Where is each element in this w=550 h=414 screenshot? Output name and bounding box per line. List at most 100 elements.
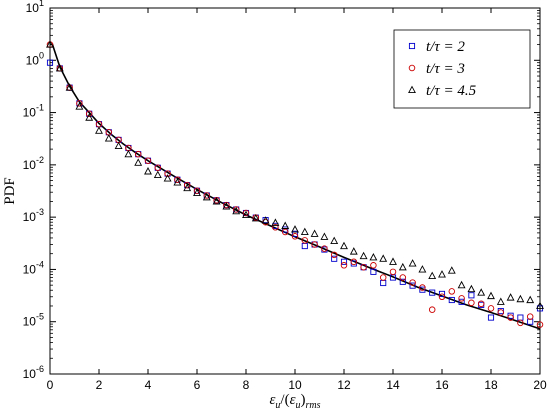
data-point-triangle — [418, 265, 427, 273]
y-axis-ticks: 10-6 10-5 10-4 10-3 10-2 10-1 100 101 — [23, 0, 540, 381]
data-point-circle — [517, 319, 524, 327]
data-point-triangle — [46, 40, 54, 48]
data-point-circle — [174, 176, 181, 183]
x-tick-label: 16 — [435, 378, 449, 392]
data-point-circle — [350, 258, 358, 266]
data-point-circle — [193, 187, 201, 194]
data-point-circle — [291, 233, 299, 240]
data-point-triangle — [104, 134, 113, 142]
x-tick-label: 8 — [243, 378, 250, 392]
data-point-triangle — [124, 149, 133, 158]
data-point-triangle — [467, 284, 476, 293]
data-point-triangle — [85, 113, 94, 121]
data-point-triangle — [95, 126, 103, 134]
data-point-circle — [409, 279, 416, 286]
data-point-circle — [487, 305, 495, 312]
data-point-triangle — [300, 227, 309, 236]
x-tick-label: 12 — [337, 378, 351, 392]
data-point-square — [458, 298, 465, 305]
data-point-square — [438, 290, 446, 297]
fit-line-layer — [50, 43, 541, 330]
data-point-triangle — [379, 254, 388, 262]
data-point-triangle — [134, 158, 143, 166]
data-point-triangle — [55, 64, 64, 72]
data-point-circle — [85, 110, 93, 117]
data-point-triangle — [428, 271, 437, 280]
data-point-circle — [134, 150, 142, 158]
y-tick-label: 10-4 — [23, 259, 44, 276]
data-point-triangle — [144, 167, 152, 175]
data-point-triangle — [242, 210, 250, 219]
series-layer — [46, 40, 544, 328]
data-point-circle — [370, 262, 377, 269]
data-point-circle — [301, 237, 309, 244]
data-point-triangle — [261, 216, 270, 224]
data-point-square — [46, 59, 54, 66]
data-point-circle — [438, 293, 446, 301]
data-point-circle — [340, 262, 348, 269]
data-point-circle — [389, 268, 397, 276]
data-point-square — [487, 314, 495, 321]
y-tick-label: 10-6 — [23, 364, 44, 381]
legend-label: t/τ = 4.5 — [426, 83, 477, 99]
data-point-triangle — [457, 280, 466, 289]
data-point-triangle — [251, 213, 260, 222]
x-tick-label: 10 — [288, 378, 302, 392]
data-point-triangle — [310, 229, 319, 237]
data-point-square — [468, 292, 475, 299]
data-point-square — [399, 278, 406, 285]
legend-label: t/τ = 2 — [426, 39, 465, 55]
data-point-triangle — [447, 266, 456, 274]
data-point-triangle — [438, 270, 446, 278]
fit-line — [50, 43, 541, 330]
data-point-circle — [526, 313, 534, 320]
legend-label: t/τ = 3 — [426, 61, 465, 77]
data-point-triangle — [193, 188, 201, 197]
data-point-circle — [330, 251, 338, 259]
y-tick-label: 101 — [26, 0, 44, 15]
x-tick-label: 2 — [96, 378, 103, 392]
legend: t/τ = 2 t/τ = 3 t/τ = 4.5 — [393, 29, 531, 109]
data-point-circle — [448, 288, 456, 295]
x-axis-ticks: 0 2 4 6 8 10 12 14 16 18 20 — [47, 8, 547, 392]
data-point-triangle — [212, 197, 221, 205]
data-point-circle — [144, 157, 152, 164]
data-point-triangle — [496, 297, 505, 305]
data-point-circle — [183, 181, 191, 189]
x-tick-label: 14 — [386, 378, 400, 392]
data-point-square — [340, 258, 348, 265]
data-point-triangle — [75, 102, 84, 110]
data-point-circle — [154, 164, 162, 172]
data-point-triangle — [271, 218, 280, 226]
data-point-triangle — [487, 291, 495, 300]
data-point-circle — [419, 284, 426, 291]
data-point-triangle — [320, 232, 329, 240]
data-point-square — [331, 255, 338, 262]
data-point-triangle — [526, 295, 535, 304]
data-point-triangle — [369, 253, 378, 261]
data-point-triangle — [281, 221, 290, 229]
data-point-triangle — [330, 236, 339, 245]
data-point-triangle — [389, 257, 397, 265]
data-point-square — [448, 296, 455, 304]
data-point-square — [419, 286, 426, 293]
y-tick-label: 10-1 — [23, 103, 44, 120]
data-point-triangle — [163, 174, 172, 182]
data-point-square — [370, 268, 377, 275]
data-point-circle — [272, 224, 279, 231]
data-point-triangle — [398, 262, 407, 271]
data-point-triangle — [202, 192, 211, 201]
data-point-triangle — [222, 202, 231, 210]
y-axis-title: PDF — [2, 177, 18, 205]
data-point-circle — [281, 228, 289, 236]
data-point-circle — [232, 206, 240, 213]
data-point-circle — [311, 241, 318, 248]
y-tick-label: 10-2 — [23, 155, 44, 172]
data-point-circle — [76, 100, 83, 107]
data-point-circle — [164, 170, 171, 177]
data-point-triangle — [291, 225, 299, 233]
data-point-square — [282, 226, 289, 233]
y-tick-label: 100 — [26, 50, 44, 67]
data-point-circle — [458, 295, 465, 302]
data-point-triangle — [153, 170, 162, 179]
